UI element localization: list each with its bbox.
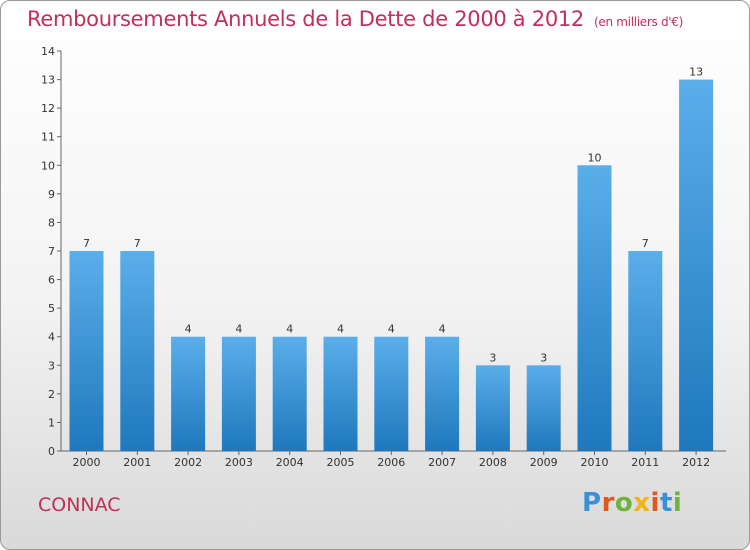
x-tick-label: 2009 (530, 456, 558, 469)
y-tick-label: 8 (48, 216, 55, 229)
chart-unit: (en milliers d'€) (594, 15, 684, 29)
bar (323, 336, 358, 451)
y-tick-label: 2 (48, 388, 55, 401)
y-tick-label: 9 (48, 188, 55, 201)
bar (171, 336, 206, 451)
bar (425, 336, 460, 451)
x-tick-label: 2011 (631, 456, 659, 469)
chart-title: Remboursements Annuels de la Dette de 20… (27, 7, 683, 31)
commune-name: CONNAC (38, 494, 121, 516)
chart-title-text: Remboursements Annuels de la Dette de 20… (27, 7, 584, 31)
y-tick-label: 4 (48, 331, 55, 344)
data-label: 7 (642, 237, 649, 250)
bar (628, 251, 663, 451)
x-tick-label: 2002 (174, 456, 202, 469)
x-tick-label: 2000 (73, 456, 101, 469)
bar (374, 336, 409, 451)
proxiti-logo[interactable]: Proxiti (582, 488, 683, 518)
x-tick-label: 2010 (581, 456, 609, 469)
bar (526, 365, 561, 451)
data-label: 4 (439, 323, 446, 336)
labels: 2000 7 2001 7 2002 4 2003 4 2004 4 2005 4 2006 4 2007 4… (73, 66, 711, 469)
x-tick-label: 2004 (276, 456, 304, 469)
data-label: 10 (588, 151, 602, 164)
bar (272, 336, 307, 451)
bar (679, 79, 714, 452)
bar (120, 251, 155, 451)
x-tick-label: 2001 (123, 456, 151, 469)
data-label: 4 (337, 323, 344, 336)
y-tick-label: 5 (48, 302, 55, 315)
bar (577, 165, 612, 452)
x-tick-label: 2003 (225, 456, 253, 469)
y-tick-label: 14 (41, 45, 55, 58)
bar (221, 336, 256, 451)
x-tick-label: 2012 (682, 456, 710, 469)
y-tick-label: 3 (48, 359, 55, 372)
bar (475, 365, 510, 451)
data-label: 3 (489, 351, 496, 364)
y-tick-label: 12 (41, 102, 55, 115)
data-label: 4 (286, 323, 293, 336)
x-tick-label: 2007 (428, 456, 456, 469)
bar (69, 251, 104, 451)
y-tick-label: 0 (48, 445, 55, 458)
data-label: 7 (83, 237, 90, 250)
data-label: 4 (185, 323, 192, 336)
data-label: 4 (235, 323, 242, 336)
y-tick-label: 13 (41, 74, 55, 87)
bars (69, 79, 714, 452)
data-label: 4 (388, 323, 395, 336)
data-label: 13 (689, 66, 703, 79)
x-tick-label: 2005 (327, 456, 355, 469)
y-tick-label: 11 (41, 131, 55, 144)
y-tick-label: 1 (48, 416, 55, 429)
data-label: 7 (134, 237, 141, 250)
x-tick-label: 2008 (479, 456, 507, 469)
y-tick-label: 7 (48, 245, 55, 258)
x-tick-label: 2006 (377, 456, 405, 469)
y-tick-label: 10 (41, 159, 55, 172)
data-label: 3 (540, 351, 547, 364)
y-tick-label: 6 (48, 274, 55, 287)
